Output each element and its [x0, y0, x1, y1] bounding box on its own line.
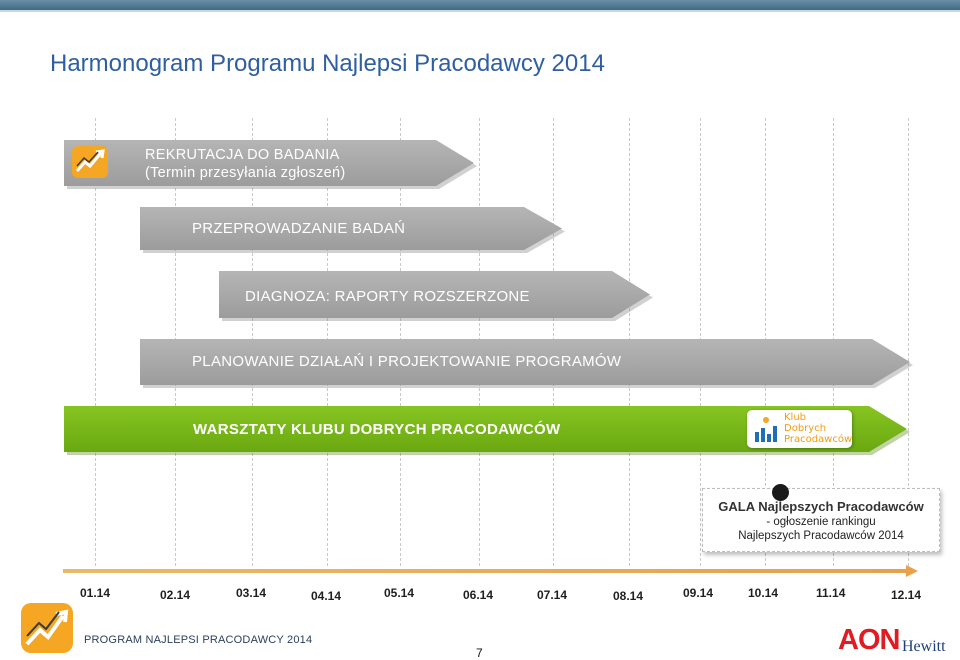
- gala-marker-dot: [772, 484, 789, 501]
- gridline: [95, 118, 96, 566]
- page-title: Harmonogram Programu Najlepsi Pracodawcy…: [50, 50, 605, 77]
- month-label: 02.14: [160, 588, 191, 602]
- top-bar-line: [0, 10, 960, 12]
- phase-recruitment-title: REKRUTACJA DO BADANIA: [145, 147, 340, 163]
- phase-recruitment-subtitle: (Termin przesyłania zgłoszeń): [145, 165, 346, 181]
- month-label: 07.14: [537, 588, 568, 602]
- klub-logo-line2: Dobrych: [784, 423, 827, 434]
- gala-callout: GALA Najlepszych Pracodawców - ogłoszeni…: [702, 488, 940, 552]
- klub-logo: Klub Dobrych Pracodawców: [747, 410, 852, 448]
- growth-chart-icon: [72, 146, 108, 178]
- phase-research-label: PRZEPROWADZANIE BADAŃ: [192, 220, 406, 237]
- aon-hewitt-logo: AON Hewitt: [838, 624, 950, 658]
- top-bar: [0, 0, 960, 10]
- gridline: [908, 118, 909, 566]
- gala-line3: Najlepszych Pracodawców 2014: [738, 530, 904, 542]
- program-logo-icon: [21, 603, 73, 653]
- page-number: 7: [476, 646, 483, 660]
- klub-logo-line1: Klub: [784, 412, 807, 423]
- phase-research-arrow: PRZEPROWADZANIE BADAŃ: [140, 207, 562, 250]
- gala-line2: - ogłoszenie rankingu: [766, 516, 876, 528]
- month-label: 10.14: [748, 586, 779, 600]
- month-label: 01.14: [80, 586, 111, 600]
- phase-diagnosis-arrow: DIAGNOZA: RAPORTY ROZSZERZONE: [219, 271, 650, 318]
- klub-logo-line3: Pracodawców: [784, 434, 853, 445]
- month-label: 11.14: [816, 586, 846, 600]
- brand-main: AON: [838, 624, 900, 656]
- month-label: 09.14: [683, 586, 714, 600]
- gala-title: GALA Najlepszych Pracodawców: [718, 499, 924, 514]
- footer-program-name: PROGRAM NAJLEPSI PRACODAWCY 2014: [84, 634, 313, 646]
- phase-planning-arrow: PLANOWANIE DZIAŁAŃ I PROJEKTOWANIE PROGR…: [140, 339, 910, 385]
- month-label: 08.14: [613, 589, 644, 603]
- brand-sub: Hewitt: [902, 638, 946, 655]
- phase-planning-label: PLANOWANIE DZIAŁAŃ I PROJEKTOWANIE PROGR…: [192, 353, 622, 370]
- month-label: 12.14: [891, 588, 922, 602]
- phase-workshops-label: WARSZTATY KLUBU DOBRYCH PRACODAWCÓW: [193, 421, 561, 438]
- month-label: 04.14: [311, 589, 342, 603]
- month-label: 05.14: [384, 586, 415, 600]
- month-label: 06.14: [463, 588, 494, 602]
- phase-diagnosis-label: DIAGNOZA: RAPORTY ROZSZERZONE: [245, 288, 530, 305]
- phase-recruitment-arrow: REKRUTACJA DO BADANIA (Termin przesyłani…: [64, 140, 474, 186]
- timeline-axis-arrowhead: [906, 565, 918, 577]
- timeline-axis: [63, 569, 909, 573]
- klub-bars-icon: [755, 417, 777, 442]
- month-label: 03.14: [236, 586, 267, 600]
